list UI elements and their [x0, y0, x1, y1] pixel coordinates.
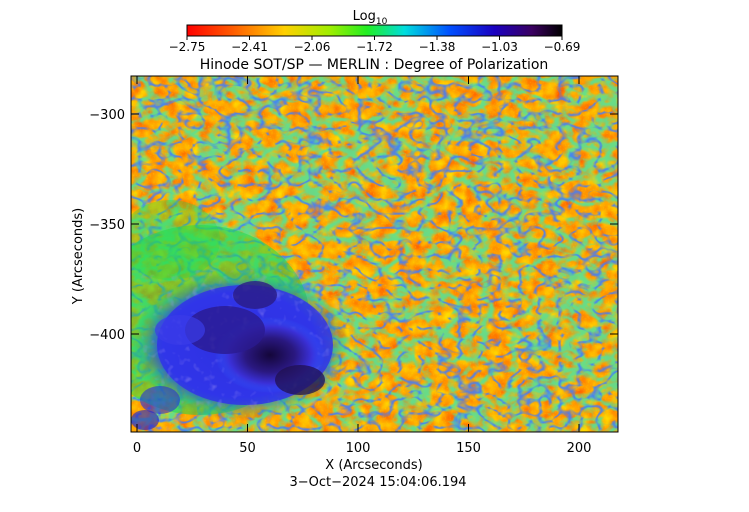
colorbar-ticks	[186, 36, 563, 40]
colorbar: Log10 −2.75 −2.41 −2.06 −1.72 −1.38 −1.0…	[169, 9, 581, 54]
colorbar-gradient	[186, 24, 563, 37]
timestamp: 3−Oct−2024 15:04:06.194	[289, 475, 466, 490]
x-tick-label: 150	[456, 441, 481, 456]
x-axis-label: X (Arcseconds)	[325, 458, 422, 473]
plot-frame	[130, 75, 619, 433]
colorbar-tick-label: −1.72	[356, 40, 393, 54]
colorbar-tick-label: −1.38	[419, 40, 456, 54]
plot-title: Hinode SOT/SP — MERLIN : Degree of Polar…	[200, 57, 549, 73]
colorbar-tick-label: −2.06	[294, 40, 331, 54]
x-tick-label: 0	[133, 441, 141, 456]
colorbar-tick-label: −0.69	[544, 40, 581, 54]
y-axis-label: Y (Arcseconds)	[71, 208, 86, 305]
colorbar-tick-label: −2.41	[231, 40, 268, 54]
x-tick-label: 100	[346, 441, 371, 456]
y-tick-label: −350	[89, 218, 125, 233]
colorbar-label: Log10	[353, 9, 388, 27]
y-tick-label: −300	[89, 108, 125, 123]
x-tick-label: 200	[567, 441, 592, 456]
colorbar-tick-label: −2.75	[169, 40, 206, 54]
colorbar-tick-label: −1.03	[481, 40, 518, 54]
x-axis	[136, 76, 580, 432]
y-tick-label: −400	[89, 328, 125, 343]
solar-polarization-map	[131, 76, 618, 432]
x-tick-label: 50	[239, 441, 256, 456]
y-axis	[131, 113, 618, 335]
sunspot-region	[131, 270, 355, 430]
